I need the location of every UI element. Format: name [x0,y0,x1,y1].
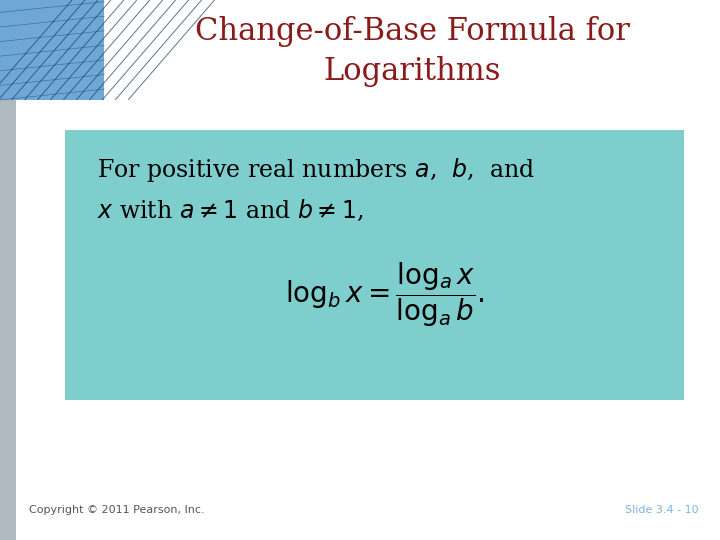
Text: For positive real numbers $a$,  $b$,  and: For positive real numbers $a$, $b$, and [97,156,535,184]
Text: Slide 3.4 - 10: Slide 3.4 - 10 [625,505,698,515]
Text: Copyright © 2011 Pearson, Inc.: Copyright © 2011 Pearson, Inc. [29,505,204,515]
Text: $\log_b x = \dfrac{\log_a x}{\log_a b}.$: $\log_b x = \dfrac{\log_a x}{\log_a b}.$ [285,260,485,329]
Text: $x$ with $a \neq 1$ and $b \neq 1$,: $x$ with $a \neq 1$ and $b \neq 1$, [97,198,364,223]
Bar [0,0,16,540]
Bar [65,130,684,400]
Bar [104,0,720,100]
Bar [0,0,104,100]
Text: Logarithms: Logarithms [323,56,501,87]
Bar [0,0,720,100]
Text: Change-of-Base Formula for: Change-of-Base Formula for [195,16,629,48]
